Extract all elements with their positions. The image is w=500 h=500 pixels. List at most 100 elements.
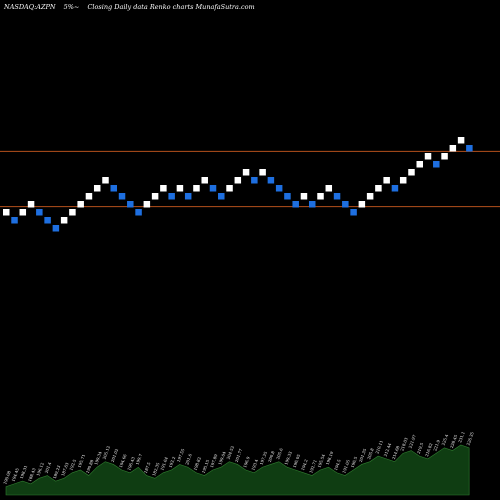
volume-label: 192.71 (308, 459, 317, 474)
renko-brick-up (366, 193, 374, 200)
renko-brick-up (176, 185, 184, 192)
volume-label: 219.5 (416, 442, 425, 455)
volume-label: 199.33 (283, 450, 293, 465)
renko-brick-down (267, 177, 275, 184)
volume-label: 196.12 (35, 461, 45, 476)
volume-label: 188.43 (27, 467, 37, 482)
volume-label: 195.54 (317, 453, 327, 468)
volume-label: 191.64 (159, 456, 169, 471)
volume-label: 228.45 (449, 434, 459, 449)
renko-brick-up (193, 185, 200, 192)
volume-label: 190.88 (85, 459, 95, 474)
chart-title: NASDAQ:AZPN 5%~ Closing Daily data Renko… (3, 3, 255, 11)
volume-label: 231.1 (457, 431, 466, 443)
renko-brick-up (93, 185, 101, 192)
volume-label: 199.7 (135, 453, 144, 466)
volume-label: 226.35 (465, 431, 475, 446)
renko-brick-down (333, 193, 341, 200)
volume-label: 194.45 (11, 467, 21, 482)
renko-brick-up (69, 209, 76, 216)
volume-label: 198.82 (192, 456, 202, 471)
volume-label: 199.04 (217, 450, 227, 465)
volume-label: 193.4 (250, 458, 259, 471)
volume-label: 190.08 (2, 470, 12, 485)
volume-label: 205.12 (101, 445, 111, 460)
volume-label: 197.55 (176, 447, 186, 462)
renko-brick-down (292, 201, 299, 208)
volume-label: 197.25 (259, 450, 269, 465)
volume-panel (5, 444, 470, 496)
renko-bricks (3, 137, 473, 232)
volume-area (5, 444, 470, 496)
volume-label: 201.4 (44, 461, 53, 474)
volume-label: 196.5 (350, 455, 359, 468)
renko-brick-down (391, 185, 399, 192)
renko-brick-up (416, 161, 423, 168)
renko-brick-up (383, 177, 390, 184)
volume-label: 194.5 (333, 458, 342, 471)
volume-label: 189.23 (52, 464, 62, 479)
volume-label: 204.52 (226, 445, 236, 460)
renko-brick-up (226, 185, 233, 192)
renko-brick-down (127, 201, 134, 208)
volume-label: 196.05 (292, 453, 302, 468)
volume-label: 212.44 (383, 442, 393, 457)
chart-brick-size: 5%~ (64, 3, 80, 11)
volume-label: 216.82 (424, 442, 434, 457)
renko-brick-up (151, 193, 159, 200)
renko-brick-down (11, 217, 18, 224)
renko-brick-down (350, 209, 357, 216)
renko-brick-up (27, 201, 35, 208)
renko-brick-down (118, 193, 126, 200)
volume-label: 218.03 (399, 436, 409, 451)
volume-label: 205.8 (366, 447, 375, 460)
renko-brick-down (251, 177, 258, 184)
volume-label: 201.6 (184, 453, 193, 466)
renko-brick-down (44, 217, 51, 224)
volume-label: 195.71 (77, 453, 86, 468)
renko-brick-down (466, 145, 473, 152)
renko-brick-up (102, 177, 109, 184)
renko-brick-down (168, 193, 175, 200)
renko-brick-up (449, 145, 457, 152)
renko-brick-up (160, 185, 167, 192)
renko-brick-down (433, 161, 440, 168)
renko-brick-up (234, 177, 242, 184)
volume-label: 200.8 (267, 450, 276, 463)
volume-label: 192.5 (68, 458, 77, 471)
renko-brick-up (375, 185, 382, 192)
volume-label: 191.05 (341, 459, 351, 474)
renko-brick-up (85, 193, 93, 200)
renko-brick-down (308, 201, 316, 208)
volume-label: 193.2 (168, 455, 177, 468)
volume-label: 221.97 (407, 434, 417, 449)
volume-label: 182.35 (151, 461, 161, 476)
renko-brick-up (424, 153, 432, 160)
volume-label: 196.9 (242, 455, 251, 468)
volume-label: 205.6 (275, 447, 284, 460)
renko-brick-down (342, 201, 349, 208)
volume-label: 195.15 (201, 459, 211, 474)
renko-brick-up (3, 209, 10, 216)
renko-brick-down (52, 225, 60, 232)
renko-brick-up (317, 193, 324, 200)
volume-label: 214.68 (391, 445, 401, 460)
renko-brick-up (441, 153, 448, 160)
volume-label: 194.66 (118, 453, 128, 468)
renko-brick-up (358, 201, 366, 208)
renko-brick-up (19, 209, 27, 216)
renko-brick-up (201, 177, 208, 184)
renko-brick-down (284, 193, 291, 200)
volume-label: 225.4 (441, 433, 450, 446)
renko-brick-down (135, 209, 142, 216)
volume-label: 196.43 (126, 456, 136, 471)
renko-brick-up (242, 169, 250, 176)
renko-brick-down (275, 185, 283, 192)
volume-label: 199.34 (93, 450, 103, 465)
renko-brick-down (209, 185, 217, 192)
volume-label: 201.77 (234, 447, 244, 462)
volume-label: 201.35 (358, 447, 368, 462)
